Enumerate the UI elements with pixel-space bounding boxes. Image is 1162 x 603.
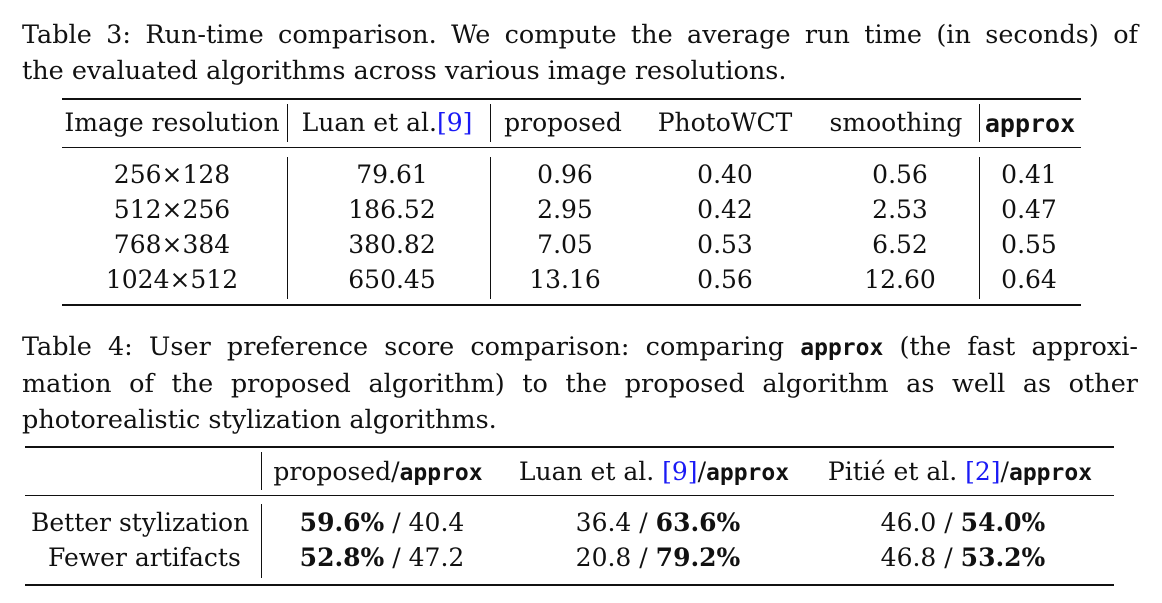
table4-header-col2-cite[interactable]: [9] bbox=[662, 457, 698, 486]
table3-header-luan: Luan et al.[9] bbox=[302, 108, 473, 138]
table4-caption-line1: Table 4: User preference score compariso… bbox=[22, 329, 1138, 366]
table3-header-divider-3 bbox=[979, 104, 980, 142]
table4-row-label: Fewer artifacts bbox=[48, 543, 241, 572]
table3-caption-line1: Table 3: Run-time comparison. We compute… bbox=[22, 20, 1138, 50]
table4-header-col2-text: Luan et al. bbox=[518, 457, 663, 486]
table3-cell-approx: 0.47 bbox=[1001, 195, 1057, 224]
table4-bottom-rule bbox=[25, 584, 1114, 586]
table3-header-rule bbox=[62, 147, 1081, 148]
table4-row-label: Better stylization bbox=[31, 508, 250, 537]
table4-header-col3-slash: / bbox=[1000, 457, 1009, 486]
table3-header-divider-1 bbox=[287, 104, 288, 142]
table4-caption-line2: mation of the proposed algorithm) to the… bbox=[22, 369, 1138, 399]
table4-header-col2-slash: / bbox=[697, 457, 707, 486]
table4-cell-col1-b: 47.2 bbox=[408, 543, 465, 572]
table3-cell-luan: 650.45 bbox=[348, 265, 436, 294]
table4-cell-col2: 20.8 / 79.2% bbox=[576, 543, 741, 573]
table3-header-luan-cite[interactable]: [9] bbox=[436, 108, 473, 137]
table4-header-col3-text: Pitié et al. bbox=[827, 457, 966, 486]
table4-cell-col3-b: 54.0% bbox=[960, 508, 1046, 537]
table4-cell-col1-a: 59.6% bbox=[299, 508, 385, 537]
table3-cell-proposed: 2.95 bbox=[537, 195, 593, 224]
table3-cell-resolution: 1024×512 bbox=[105, 265, 239, 294]
table3-caption: Table 3: Run-time comparison. We compute… bbox=[22, 17, 1138, 89]
table4-caption-line3: photorealistic stylization algorithms. bbox=[22, 405, 497, 435]
table3-header-photowct: PhotoWCT bbox=[657, 108, 793, 137]
table4-cell-col2-sep: / bbox=[631, 508, 656, 537]
table3-body-divider-1 bbox=[287, 157, 288, 299]
table4-caption-line1-suffix: (the fast approxi- bbox=[899, 332, 1138, 362]
table3-top-rule bbox=[62, 98, 1081, 100]
table4-body-divider bbox=[261, 504, 262, 578]
table3-cell-proposed: 7.05 bbox=[537, 230, 593, 259]
table4-header-col1: proposed/approx bbox=[273, 457, 482, 488]
table3-cell-smoothing: 12.60 bbox=[864, 265, 936, 294]
table4-header-col2: Luan et al. [9]/approx bbox=[519, 457, 789, 488]
table4-cell-col2-a: 36.4 bbox=[575, 508, 632, 537]
table4-cell-col1-sep: / bbox=[384, 543, 409, 572]
table3-cell-luan: 79.61 bbox=[356, 160, 428, 189]
table3-header-approx: approx bbox=[984, 109, 1076, 138]
table3-cell-approx: 0.64 bbox=[1001, 265, 1057, 294]
table3-cell-proposed: 0.96 bbox=[537, 160, 593, 189]
table4-header-col2-code: approx bbox=[706, 460, 790, 486]
table3-body-divider-3 bbox=[979, 157, 980, 299]
table4-caption-line1-code: approx bbox=[800, 335, 884, 361]
table3-cell-approx: 0.55 bbox=[1001, 230, 1057, 259]
table3-header-proposed: proposed bbox=[504, 108, 622, 137]
table4-header-col1-text: proposed/ bbox=[273, 457, 400, 486]
table3-cell-photowct: 0.53 bbox=[697, 230, 753, 259]
table3-cell-resolution: 768×384 bbox=[113, 230, 231, 259]
table3-cell-photowct: 0.56 bbox=[697, 265, 753, 294]
table4-cell-col3: 46.0 / 54.0% bbox=[881, 508, 1046, 538]
table3-cell-resolution: 512×256 bbox=[113, 195, 231, 224]
table3-header-resolution: Image resolution bbox=[64, 108, 280, 137]
table4-top-rule bbox=[25, 446, 1114, 448]
table3-header-divider-2 bbox=[490, 104, 491, 142]
table3-cell-resolution: 256×128 bbox=[113, 160, 231, 189]
table3-bottom-rule bbox=[62, 304, 1081, 306]
table4-cell-col2-b: 79.2% bbox=[655, 543, 741, 572]
table3-cell-luan: 186.52 bbox=[348, 195, 436, 224]
table3-header-luan-text: Luan et al. bbox=[301, 108, 437, 137]
table3-cell-approx: 0.41 bbox=[1001, 160, 1057, 189]
table4-cell-col2-a: 20.8 bbox=[575, 543, 632, 572]
table4-cell-col1-sep: / bbox=[384, 508, 409, 537]
table3-header-smoothing: smoothing bbox=[829, 108, 963, 137]
table4-cell-col1: 59.6% / 40.4 bbox=[300, 508, 465, 538]
table4-cell-col1: 52.8% / 47.2 bbox=[300, 543, 465, 573]
table4-caption-line1-prefix: Table 4: User preference score compariso… bbox=[22, 332, 785, 362]
table4-header-col3-cite[interactable]: [2] bbox=[965, 457, 1001, 486]
table3-cell-photowct: 0.42 bbox=[697, 195, 753, 224]
table4-cell-col1-b: 40.4 bbox=[408, 508, 465, 537]
table4-cell-col3-a: 46.0 bbox=[880, 508, 937, 537]
table4-header-rule bbox=[25, 495, 1114, 496]
table3-body-divider-2 bbox=[490, 157, 491, 299]
table4-cell-col3-b: 53.2% bbox=[960, 543, 1046, 572]
table4-header-col3-code: approx bbox=[1008, 460, 1093, 486]
table4-header-col3: Pitié et al. [2]/approx bbox=[828, 457, 1092, 488]
table4-cell-col1-a: 52.8% bbox=[299, 543, 385, 572]
table3-caption-line2: the evaluated algorithms across various … bbox=[22, 56, 787, 86]
table4-cell-col2-b: 63.6% bbox=[655, 508, 741, 537]
table4-cell-col3-a: 46.8 bbox=[880, 543, 937, 572]
table3-cell-proposed: 13.16 bbox=[529, 265, 601, 294]
table4-cell-col3-sep: / bbox=[936, 543, 961, 572]
table4-cell-col2: 36.4 / 63.6% bbox=[576, 508, 741, 538]
table3-cell-luan: 380.82 bbox=[348, 230, 436, 259]
table4-cell-col2-sep: / bbox=[631, 543, 656, 572]
table4-cell-col3-sep: / bbox=[936, 508, 961, 537]
table4-cell-col3: 46.8 / 53.2% bbox=[881, 543, 1046, 573]
table3-cell-photowct: 0.40 bbox=[697, 160, 753, 189]
table3-cell-smoothing: 2.53 bbox=[872, 195, 928, 224]
table4-caption: Table 4: User preference score compariso… bbox=[22, 329, 1138, 438]
table3-cell-smoothing: 6.52 bbox=[872, 230, 928, 259]
table3-cell-smoothing: 0.56 bbox=[872, 160, 928, 189]
table4-header-col1-code: approx bbox=[399, 460, 483, 486]
table4-header-divider bbox=[261, 452, 262, 490]
